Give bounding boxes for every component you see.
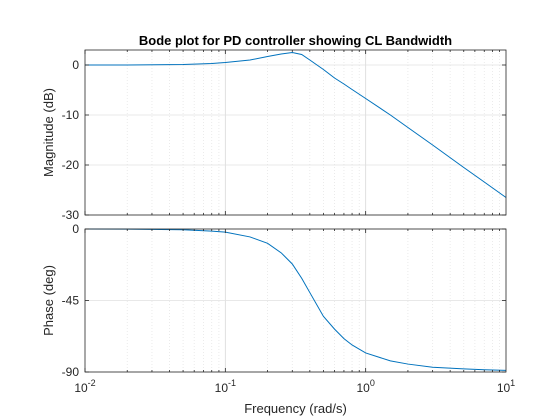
magnitude-y-tick-label: -10 [62, 108, 80, 122]
magnitude-series-line [85, 51, 507, 198]
magnitude-axes-box [84, 49, 507, 216]
phase-y-ticks: 0 -45 -90 [62, 222, 506, 379]
phase-plot: 0 -45 -90 10-2 10-1 100 101 Phase (deg) Frequ… [41, 222, 515, 416]
chart-title: Bode plot for PD controller showing CL B… [139, 33, 452, 48]
frequency-x-tick-label: 10-1 [215, 378, 236, 395]
phase-y-tick-label: 0 [72, 222, 79, 236]
phase-y-tick-label: -90 [62, 365, 80, 379]
frequency-x-ticks: 10-2 10-1 100 101 [74, 378, 515, 395]
magnitude-y-ticks: 0 -10 -20 -30 [62, 50, 506, 222]
phase-y-axis-label: Phase (deg) [41, 265, 56, 336]
magnitude-y-tick-label: 0 [72, 58, 79, 72]
magnitude-y-tick-label: -30 [62, 208, 80, 222]
magnitude-plot-area [85, 50, 506, 215]
magnitude-plot: 0 -10 -20 -30 Bode plot for PD controller s… [41, 33, 507, 222]
frequency-x-tick-label: 101 [497, 378, 515, 395]
frequency-x-tick-label: 10-2 [74, 378, 95, 395]
phase-y-tick-label: -45 [62, 294, 80, 308]
frequency-x-tick-label: 100 [356, 378, 374, 395]
magnitude-y-tick-label: -20 [62, 158, 80, 172]
frequency-x-axis-label: Frequency (rad/s) [244, 401, 347, 416]
magnitude-y-axis-label: Magnitude (dB) [41, 88, 56, 177]
phase-series-line [84, 228, 507, 371]
